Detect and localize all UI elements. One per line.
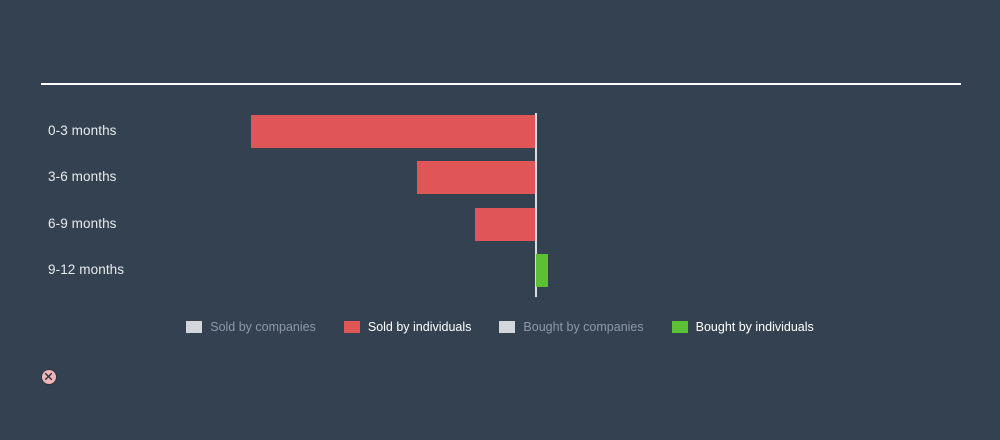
legend-swatch-icon bbox=[499, 321, 516, 333]
legend-swatch-icon bbox=[186, 321, 203, 333]
chart-row: 6-9 months bbox=[0, 201, 1000, 247]
close-circle-icon[interactable] bbox=[41, 369, 57, 385]
chart-row: 3-6 months bbox=[0, 154, 1000, 200]
legend-label-sold-by-individuals: Sold by individuals bbox=[367, 320, 472, 334]
chart-row: 9-12 months bbox=[0, 247, 1000, 293]
chart-plot-area: 0-3 months 3-6 months 6-9 months 9-12 mo… bbox=[0, 108, 1000, 303]
chart-row: 0-3 months bbox=[0, 108, 1000, 154]
legend-item-sold-by-individuals[interactable]: Sold by individuals bbox=[343, 320, 472, 334]
chart-legend: Sold by companies Sold by individuals Bo… bbox=[0, 317, 1000, 337]
bar-bought-by-individuals-9-12-months[interactable] bbox=[536, 254, 548, 287]
legend-swatch-icon bbox=[671, 321, 688, 333]
legend-label-bought-by-companies: Bought by companies bbox=[523, 320, 644, 334]
bar-sold-by-individuals-6-9-months[interactable] bbox=[475, 208, 535, 241]
zero-axis-line bbox=[535, 113, 537, 297]
category-label-0: 0-3 months bbox=[48, 123, 117, 138]
legend-label-sold-by-companies: Sold by companies bbox=[210, 320, 316, 334]
legend-label-bought-by-individuals: Bought by individuals bbox=[695, 320, 814, 334]
legend-item-sold-by-companies[interactable]: Sold by companies bbox=[186, 320, 316, 334]
header-divider bbox=[41, 83, 961, 85]
legend-item-bought-by-companies[interactable]: Bought by companies bbox=[499, 320, 644, 334]
category-label-3: 9-12 months bbox=[48, 262, 125, 277]
legend-item-bought-by-individuals[interactable]: Bought by individuals bbox=[671, 320, 814, 334]
category-label-1: 3-6 months bbox=[48, 169, 117, 184]
legend-swatch-icon bbox=[343, 321, 360, 333]
bar-sold-by-individuals-3-6-months[interactable] bbox=[417, 161, 535, 194]
category-label-2: 6-9 months bbox=[48, 216, 117, 231]
bar-sold-by-individuals-0-3-months[interactable] bbox=[251, 115, 535, 148]
